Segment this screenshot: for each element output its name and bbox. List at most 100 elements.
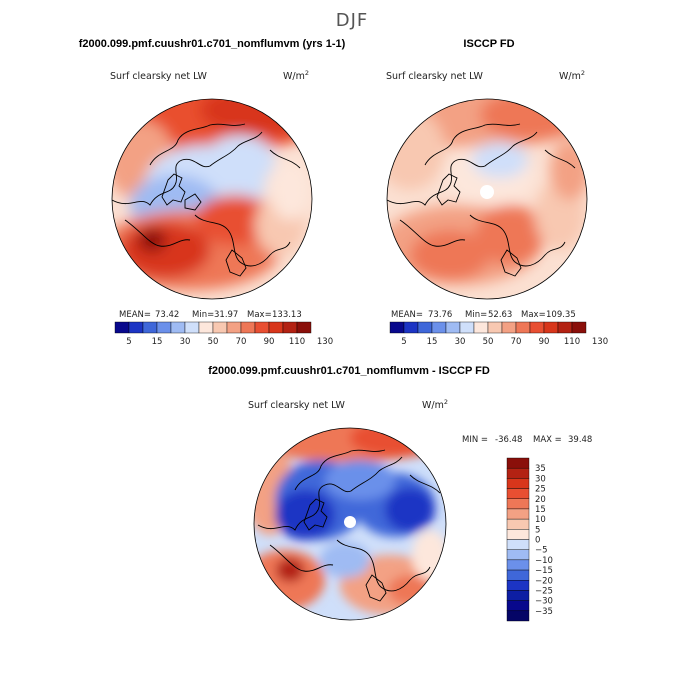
colorbar-swatch [431,321,447,334]
colorbar-swatch [296,321,312,334]
colorbar-swatch [506,610,530,622]
panel-model-mean-label: MEAN= [119,310,151,320]
colorbar-tick-label: 5 [126,337,131,347]
colorbar-swatch [506,478,530,489]
colorbar-swatch [506,539,530,550]
panel-model-mean: 73.42 [155,310,179,320]
colorbar-swatch [445,321,461,334]
colorbar-tick-label: 30 [180,337,191,347]
panel-model-boundary [111,98,313,300]
panel-obs-min-label: Min= [465,310,487,320]
colorbar-swatch [198,321,214,334]
panel-diff-max: 39.48 [568,435,592,445]
colorbar-swatch [170,321,186,334]
panel-diff-variable: Surf clearsky net LW [248,400,346,411]
colorbar-tick-label: 90 [539,337,550,347]
panel-obs-max-label: Max= [521,310,546,320]
colorbar-swatch [473,321,489,334]
panel-model: f2000.099.pmf.cuushr01.c701_nomflumvm (y… [79,38,346,347]
colorbar-swatch [506,559,530,571]
colorbar-swatch [506,457,530,469]
colorbar-swatch [254,321,270,334]
panel-model-min: 31.97 [214,310,238,320]
colorbar-swatch [403,321,419,334]
panel-model-min-label: Min= [192,310,214,320]
colorbar-swatch [506,467,530,479]
panel-obs-title: ISCCP FD [463,38,514,50]
panel-model-max-label: Max= [247,310,272,320]
colorbar-tick-label: −5 [535,546,548,556]
colorbar-swatch [557,321,573,334]
colorbar-tick-label: −35 [535,607,553,617]
colorbar-swatch [240,321,256,334]
colorbar-tick-label: 30 [535,474,546,484]
colorbar-tick-label: −25 [535,586,553,596]
colorbar-tick-label: 15 [535,505,546,515]
colorbar-swatch [515,321,531,334]
colorbar-swatch [506,488,530,499]
colorbar-tick-label: 5 [535,525,540,535]
colorbar-swatch [506,580,530,591]
panel-obs-max: 109.35 [546,310,576,320]
colorbar-swatch [128,321,144,334]
colorbar-tick-label: 15 [152,337,163,347]
panel-obs-variable: Surf clearsky net LW [386,71,484,82]
panel-obs-units: W/m2 [559,69,585,82]
colorbar-tick-label: 90 [264,337,275,347]
panel-model-colorbar: 5 15 30 50 70 90 110 130 [114,321,333,347]
panel-obs: ISCCP FD Surf clearsky net LW W/m2 [386,38,608,347]
colorbar-tick-label: −30 [535,597,553,607]
panel-diff: f2000.099.pmf.cuushr01.c701_nomflumvm - … [208,365,592,622]
panel-obs-colorbar: 5 15 30 50 70 90 110 130 [389,321,608,347]
colorbar-tick-label: 10 [535,515,546,525]
colorbar-swatch [506,549,530,561]
colorbar-tick-label: 0 [535,536,540,546]
panel-model-max: 133.13 [272,310,302,320]
colorbar-tick-label: 30 [455,337,466,347]
colorbar-swatch [487,321,503,334]
colorbar-swatch [501,321,517,334]
colorbar-swatch [142,321,158,334]
panel-model-map [112,99,312,299]
panel-diff-min: -36.48 [495,435,522,445]
colorbar-swatch [571,321,587,334]
colorbar-swatch [268,321,284,334]
panel-diff-boundary [253,427,447,621]
colorbar-swatch [417,321,433,334]
colorbar-tick-label: 70 [236,337,247,347]
panel-obs-boundary [386,98,588,300]
colorbar-tick-label: −15 [535,566,553,576]
panel-model-variable: Surf clearsky net LW [110,71,208,82]
colorbar-swatch [529,321,545,334]
colorbar-tick-label: −20 [535,576,553,586]
colorbar-tick-label: 5 [401,337,406,347]
colorbar-tick-label: 50 [483,337,494,347]
panel-obs-mean: 73.76 [428,310,452,320]
colorbar-swatch [506,569,530,581]
colorbar-swatch [506,600,530,612]
colorbar-tick-label: 50 [208,337,219,347]
panel-diff-map [254,428,446,620]
colorbar-tick-label: −10 [535,556,553,566]
colorbar-tick-label: 70 [511,337,522,347]
panel-obs-mean-label: MEAN= [391,310,423,320]
colorbar-swatch [156,321,172,334]
colorbar-swatch [543,321,559,334]
panel-diff-units: W/m2 [422,398,448,411]
figure-title: DJF [336,10,369,31]
colorbar-swatch [506,518,530,530]
colorbar-swatch [184,321,200,334]
colorbar-tick-label: 35 [535,464,546,474]
panel-obs-map [387,99,587,299]
colorbar-swatch [389,321,405,334]
colorbar-swatch [506,590,530,601]
colorbar-swatch [212,321,228,334]
colorbar-swatch [459,321,475,334]
colorbar-tick-label: 20 [535,495,546,505]
colorbar-swatch [506,498,530,510]
panel-diff-max-label: MAX = [533,435,562,445]
colorbar-tick-label: 130 [317,337,333,347]
panel-model-units: W/m2 [283,69,309,82]
colorbar-tick-label: 130 [592,337,608,347]
